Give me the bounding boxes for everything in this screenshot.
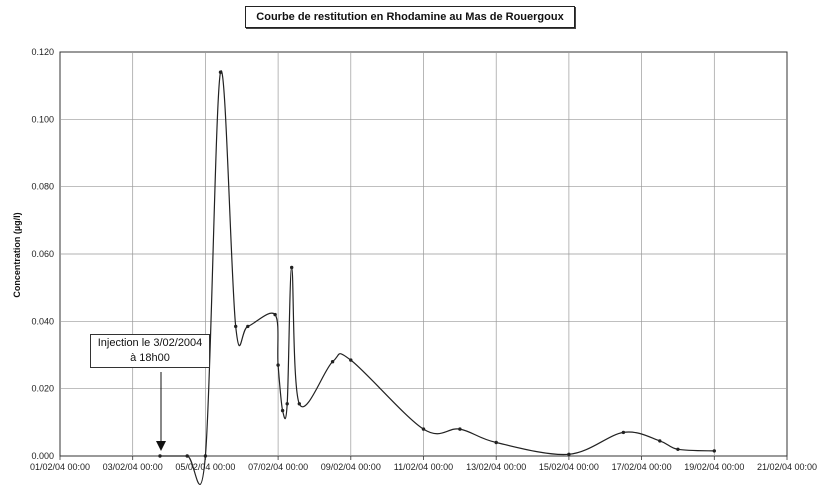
injection-annotation: Injection le 3/02/2004 à 18h00 xyxy=(90,334,210,368)
data-point xyxy=(218,70,223,74)
y-tick-label: 0.060 xyxy=(31,249,54,259)
x-tick-label: 21/02/04 00:00 xyxy=(757,462,817,472)
x-tick-label: 11/02/04 00:00 xyxy=(394,462,453,472)
series-points xyxy=(158,70,716,458)
data-point xyxy=(158,454,162,458)
data-point xyxy=(297,402,301,406)
data-point xyxy=(676,447,680,451)
data-point xyxy=(290,265,294,270)
y-tick-label: 0.120 xyxy=(31,47,54,57)
series-line xyxy=(160,70,715,486)
data-point xyxy=(658,439,662,443)
data-point xyxy=(330,360,335,364)
data-point xyxy=(712,449,716,453)
data-point xyxy=(234,324,238,329)
data-point xyxy=(246,324,250,329)
data-point xyxy=(621,430,626,435)
injection-annotation-line-2: à 18h00 xyxy=(130,352,170,364)
x-axis-ticks: 01/02/04 00:00 03/02/04 00:00 05/02/04 00:… xyxy=(30,456,817,472)
data-point xyxy=(280,408,285,413)
chart-title: Courbe de restitution en Rhodamine au Ma… xyxy=(245,6,575,28)
x-tick-label: 17/02/04 00:00 xyxy=(612,462,672,472)
x-tick-label: 15/02/04 00:00 xyxy=(539,462,599,472)
injection-annotation-line-1: Injection le 3/02/2004 xyxy=(97,337,203,349)
y-tick-label: 0.020 xyxy=(31,384,54,394)
y-tick-label: 0.000 xyxy=(31,451,54,461)
x-tick-label: 01/02/04 00:00 xyxy=(30,462,90,472)
data-point xyxy=(349,358,353,362)
grid xyxy=(60,52,787,456)
data-point xyxy=(273,312,277,317)
x-tick-label: 03/02/04 00:00 xyxy=(103,462,163,472)
x-tick-label: 05/02/04 00:00 xyxy=(175,462,235,472)
x-tick-label: 09/02/04 00:00 xyxy=(321,462,381,472)
y-tick-label: 0.080 xyxy=(31,182,54,192)
data-point xyxy=(421,427,426,431)
data-point xyxy=(567,452,571,456)
data-point xyxy=(285,402,289,406)
data-point xyxy=(458,427,462,431)
x-tick-label: 13/02/04 00:00 xyxy=(466,462,526,472)
x-tick-label: 19/02/04 00:00 xyxy=(684,462,744,472)
y-tick-label: 0.040 xyxy=(31,316,54,326)
y-axis-ticks: 0.000 0.020 0.040 0.060 0.080 0.100 0.120 xyxy=(31,47,54,461)
data-point xyxy=(276,363,280,367)
data-point xyxy=(203,454,208,458)
y-tick-label: 0.100 xyxy=(31,114,54,124)
x-tick-label: 07/02/04 00:00 xyxy=(248,462,308,472)
data-point xyxy=(185,454,189,458)
data-point xyxy=(494,440,498,445)
y-axis-label: Concentration (µg/l) xyxy=(12,212,22,298)
